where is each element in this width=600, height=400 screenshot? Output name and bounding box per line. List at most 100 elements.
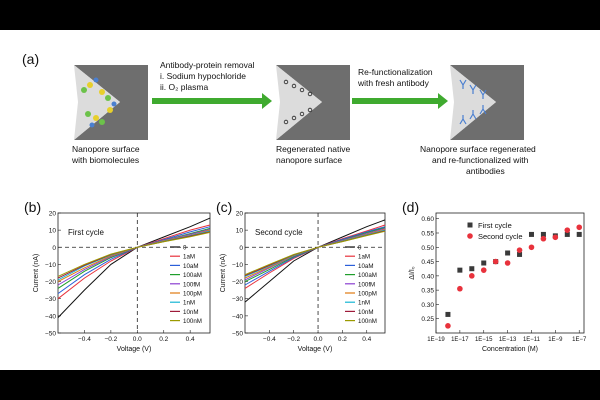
caption-middle-line2: nanopore surface	[276, 155, 342, 165]
y-axis-label: Current (nA)	[220, 254, 227, 293]
nanopore-refunctionalized	[450, 65, 524, 140]
top-black-band	[0, 0, 600, 30]
arrow-refunctionalization	[352, 93, 448, 109]
data-point-circle	[552, 234, 559, 241]
step2-title-line1: Re-functionalization	[358, 67, 433, 77]
data-point-circle	[576, 224, 583, 231]
x-tick-label: 0.4	[362, 336, 371, 343]
cycle-annotation: First cycle	[68, 228, 105, 237]
x-tick-label: 0.0	[133, 336, 142, 343]
caption-middle-line1: Regenerated native	[276, 144, 350, 154]
y-tick-label: 0.45	[421, 259, 434, 266]
data-point-square	[540, 231, 546, 237]
legend-label: 0	[358, 245, 362, 252]
data-point-circle	[457, 285, 463, 292]
x-tick-label: −0.4	[263, 336, 276, 343]
plot-frame	[57, 212, 211, 334]
panel-b-chart: (b) −50 −40 −30 −20 −10 0 10 20 −0.4 −0.2 0.0 0.2 0.4…	[24, 199, 211, 353]
y-tick-label: −50	[232, 331, 243, 338]
panel-letter: (c)	[216, 199, 232, 215]
y-tick-label: 0.40	[421, 273, 434, 280]
x-tick-label: 1E−11	[523, 337, 541, 343]
plot-frame	[435, 212, 585, 334]
data-point-circle	[516, 247, 523, 253]
legend-marker-square	[467, 222, 473, 228]
legend-label: 100aM	[358, 272, 377, 279]
x-tick-label: 0.0	[314, 336, 323, 343]
caption-right-line2: and re-functionalized with	[432, 155, 529, 165]
legend-label: 100fM	[358, 281, 375, 288]
y-tick-label: 20	[236, 211, 244, 218]
panel-letter: (d)	[402, 199, 419, 215]
y-axis-label: ΔI/I₀	[409, 266, 416, 280]
y-tick-label: −40	[232, 313, 243, 320]
data-point-square	[481, 260, 487, 266]
data-point-circle	[480, 267, 487, 273]
step1-item-2: ii. O₂ plasma	[160, 82, 208, 92]
x-tick-label: −0.4	[78, 336, 91, 343]
legend-label: 100fM	[183, 281, 200, 288]
legend-label: 1nM	[358, 300, 370, 307]
x-axis-label: Concentration (M)	[482, 346, 538, 353]
y-tick-label: 0.25	[421, 316, 434, 323]
legend-label: Second cycle	[478, 232, 523, 241]
legend-label: 100nM	[183, 318, 202, 325]
y-tick-label: −10	[232, 262, 243, 269]
panel-a-letter: (a)	[22, 51, 39, 67]
y-axis-label: Current (nA)	[33, 254, 40, 293]
data-point-square	[445, 311, 451, 317]
data-point-square	[517, 251, 523, 257]
y-tick-label: −10	[45, 262, 56, 269]
y-tick-label: −20	[232, 279, 243, 286]
plot-frame	[244, 212, 386, 334]
figure-canvas: (a) Nanopore surface with biomolecules A…	[22, 51, 587, 353]
y-tick-label: −40	[45, 313, 56, 320]
x-tick-label: −0.2	[104, 336, 117, 343]
panel-d-chart: (d) 0.25 0.30 0.35 0.40 0.45 0.50 0.55 0.60 1E−19…	[402, 199, 587, 353]
y-tick-label: 0.55	[421, 231, 434, 238]
x-tick-label: 1E−13	[499, 337, 517, 343]
x-tick-label: 1E−19	[427, 337, 445, 343]
legend-label: 100pM	[183, 291, 202, 298]
step1-title: Antibody-protein removal	[160, 60, 255, 70]
panel-a: (a) Nanopore surface with biomolecules A…	[22, 51, 536, 176]
legend-label: 100pM	[358, 291, 377, 298]
arrow-removal	[152, 93, 272, 109]
legend-label: 1aM	[358, 254, 370, 261]
legend-label: 10aM	[183, 263, 198, 270]
step1-item-1: i. Sodium hypochloride	[160, 71, 246, 81]
series-line-100nM	[57, 231, 211, 277]
y-tick-label: 0.50	[421, 245, 434, 252]
x-tick-label: 1E−17	[451, 337, 469, 343]
caption-left-line2: with biomolecules	[71, 155, 139, 165]
caption-right-line1: Nanopore surface regenerated	[420, 144, 536, 154]
panel-c-chart: (c) −50 −40 −30 −20 −10 0 10 20 −0.4 −0.2 0.0 0.2 0.4…	[216, 199, 386, 353]
nanopore-regenerated	[276, 65, 350, 140]
series-line-100nM	[244, 230, 386, 276]
x-tick-label: 1E−9	[548, 337, 563, 343]
y-tick-label: 20	[49, 211, 57, 218]
legend-label: 1aM	[183, 254, 195, 261]
y-tick-label: 0.60	[421, 216, 434, 223]
bottom-black-band	[0, 370, 600, 400]
data-point-square	[505, 250, 511, 256]
nanopore-with-biomolecules	[74, 65, 148, 140]
legend-label: 0	[183, 245, 187, 252]
panel-letter: (b)	[24, 199, 41, 215]
cycle-annotation: Second cycle	[255, 228, 303, 237]
y-tick-label: 0.30	[421, 302, 434, 309]
caption-left-line1: Nanopore surface	[72, 144, 140, 154]
data-point-square	[564, 231, 570, 237]
x-tick-label: 0.2	[159, 336, 168, 343]
x-tick-label: 0.2	[338, 336, 347, 343]
data-point-circle	[540, 235, 547, 242]
x-tick-label: 0.4	[186, 336, 195, 343]
x-axis-label: Voltage (V)	[117, 346, 152, 353]
x-tick-label: −0.2	[287, 336, 300, 343]
caption-right-line3: antibodies	[466, 166, 505, 176]
y-tick-label: 10	[49, 228, 57, 235]
y-tick-label: 0.35	[421, 288, 434, 295]
legend-label: 10nM	[183, 309, 198, 316]
data-point-square	[576, 231, 582, 237]
data-point-circle	[492, 258, 499, 265]
